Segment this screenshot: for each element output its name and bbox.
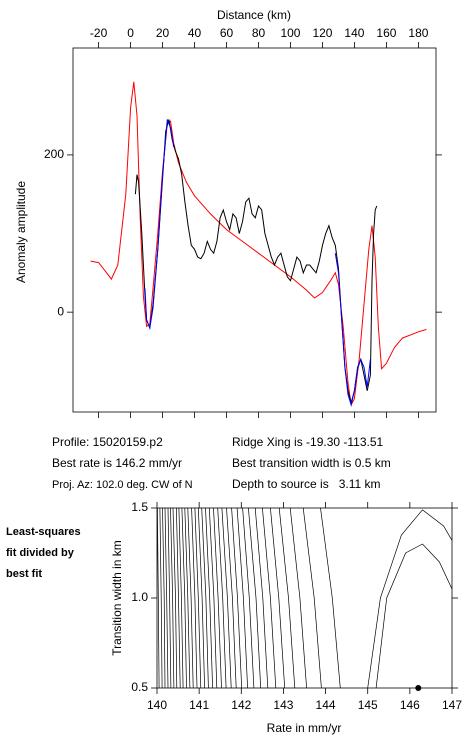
annotation: Least-squares [6,526,81,538]
x-axis-title: Distance (km) [217,8,291,22]
contour-line [242,507,255,689]
info-text: Depth to source is 3.11 km [232,477,381,491]
plot-frame [72,47,437,413]
contour-line [375,543,453,689]
x-tick-label: 160 [376,26,396,40]
x-tick-label: 40 [188,26,202,40]
contour-line [187,507,194,689]
x-tick-label: 180 [408,26,428,40]
contour-line [178,507,184,689]
info-text: Ridge Xing is -19.30 -113.51 [232,435,384,449]
data-line [90,81,427,407]
contour-line [205,507,213,689]
contour-line [201,507,209,689]
x-tick-label: 142 [231,698,251,712]
x-tick-label: 146 [400,698,420,712]
contour-line [231,507,243,689]
contour-line [157,507,160,689]
contour-line [164,507,169,689]
best-fit-point [415,685,422,691]
contour-line [217,507,227,689]
x-axis-title: Rate in mm/yr [267,721,342,735]
info-text: Proj. Az: 102.0 deg. CW of N [52,479,193,491]
x-tick-label: 100 [280,26,300,40]
contour-line [236,507,248,689]
data-line [144,119,371,407]
x-tick-label: 20 [156,26,170,40]
x-tick-label: 147 [442,698,462,712]
contour-line [221,507,232,689]
contour-line [213,507,222,689]
y-tick-label: 0 [57,304,64,318]
contour-line [162,507,166,689]
contour-line [262,507,277,689]
x-tick-label: 145 [358,698,378,712]
x-tick-label: 140 [147,698,167,712]
x-tick-label: 80 [252,26,266,40]
contour-line [367,509,453,689]
x-tick-label: 143 [273,698,293,712]
contour-line [302,507,322,689]
contour-line [248,507,262,689]
y-axis-title: Anomaly amplitude [14,181,28,283]
x-tick-label: 0 [127,26,134,40]
x-tick-label: 141 [189,698,209,712]
x-tick-label: 60 [220,26,234,40]
info-text: Best rate is 146.2 mm/yr [52,456,182,470]
y-tick-label: 1.5 [131,500,148,514]
contour-line [197,507,205,689]
contour-line [270,507,286,689]
contour-line [226,507,237,689]
contour-line [208,507,218,689]
contour-line [194,507,202,689]
x-tick-label: 140 [344,26,364,40]
contour-line [176,507,181,689]
info-text: Profile: 15020159.p2 [52,435,163,449]
contour-line [191,507,198,689]
y-tick-label: 200 [44,147,64,161]
annotation: best fit [6,568,42,580]
contour-line [159,507,163,689]
contour-line [170,507,175,689]
contour-line [278,507,296,689]
contour-line [172,507,178,689]
x-tick-label: 120 [312,26,332,40]
contour-line [167,507,172,689]
y-axis-title: Transition width in km [110,540,124,656]
annotation: fit divided by [6,547,75,559]
contour-line [184,507,191,689]
contour-line [320,507,341,689]
x-tick-label: 144 [316,698,336,712]
contour-line [181,507,187,689]
contour-line [289,507,307,689]
x-tick-label: -20 [90,26,108,40]
y-tick-label: 1.0 [131,590,148,604]
contour-line [254,507,269,689]
y-tick-label: 0.5 [131,680,148,694]
info-text: Best transition width is 0.5 km [232,456,391,470]
data-line [134,119,378,405]
